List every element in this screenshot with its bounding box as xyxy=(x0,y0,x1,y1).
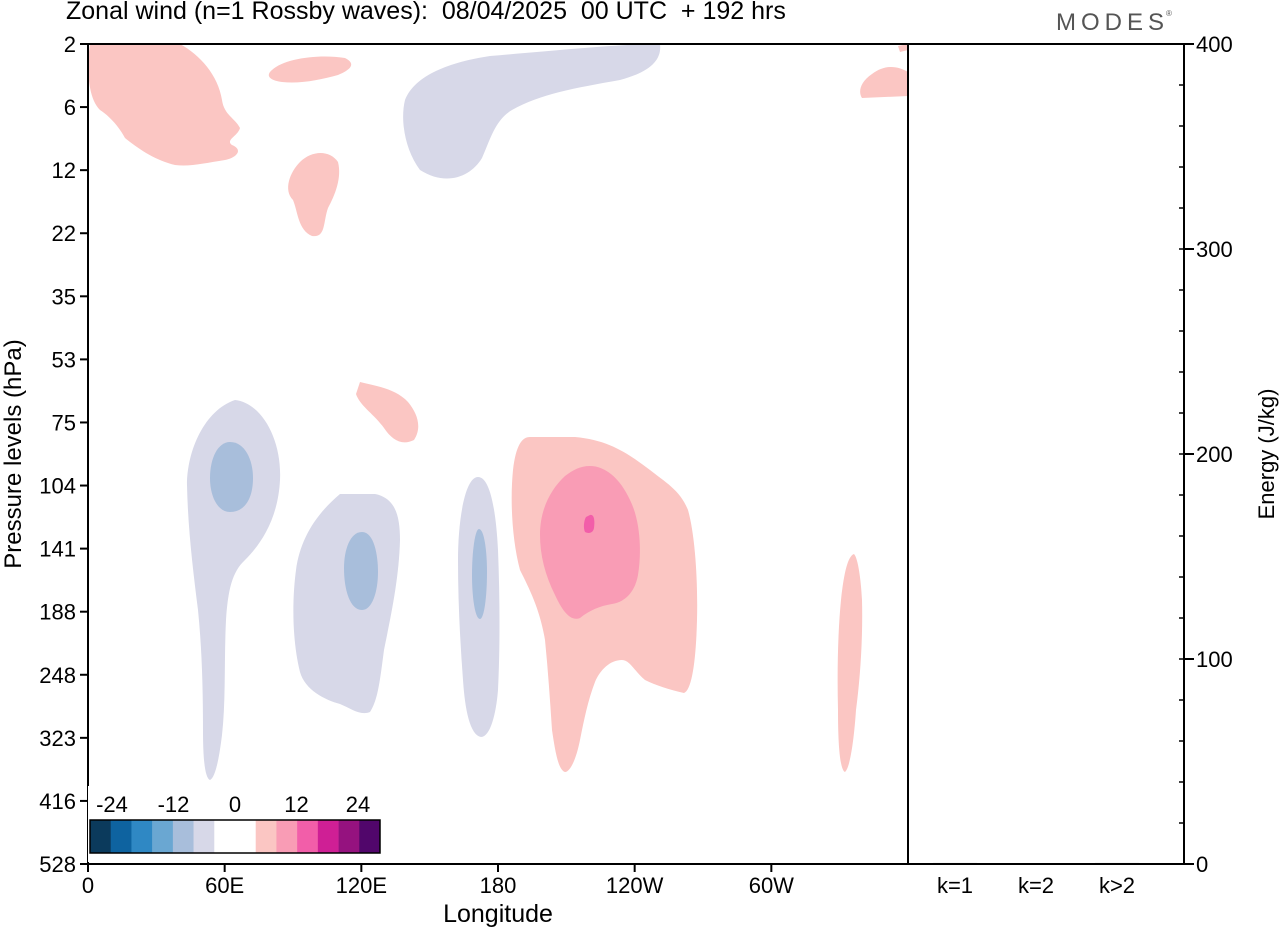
energy-axis-label: Energy (J/kg) xyxy=(1254,389,1279,520)
colorbar-frame xyxy=(89,819,381,854)
energy-bar xyxy=(1095,862,1139,865)
colorbar-swatch xyxy=(193,820,215,853)
contour-negative-stratosphere xyxy=(403,44,661,179)
colorbar-label: 12 xyxy=(284,792,308,817)
y-tick-label: 416 xyxy=(39,789,76,814)
colorbar-swatch xyxy=(338,820,360,853)
y-tick-label: 248 xyxy=(39,663,76,688)
y-tick-label: 35 xyxy=(52,284,76,309)
colorbar-swatch xyxy=(317,820,339,853)
contour-negative-60e-core xyxy=(210,442,253,512)
x-tick-label: 120W xyxy=(606,873,664,898)
colorbar-swatch xyxy=(172,820,194,853)
energy-tick-label: 200 xyxy=(1196,442,1233,467)
contour-negative-120e-core xyxy=(344,532,378,610)
contour-positive-stratosphere-small xyxy=(268,56,352,83)
y-tick-label: 528 xyxy=(39,852,76,877)
contour-positive-150w-core xyxy=(540,466,640,619)
y-tick-label: 6 xyxy=(64,95,76,120)
colorbar-swatch xyxy=(131,820,153,853)
y-tick-label: 12 xyxy=(52,158,76,183)
colorbar-swatch xyxy=(235,820,257,853)
contour-negative-180-core xyxy=(472,529,487,619)
y-axis-label: Pressure levels (hPa) xyxy=(0,339,27,568)
contour-positive-12hpa xyxy=(288,153,340,237)
x-tick-label: 60W xyxy=(749,873,794,898)
energy-tick-label: 100 xyxy=(1196,647,1233,672)
colorbar-swatch xyxy=(110,820,132,853)
energy-bar xyxy=(933,862,977,865)
contour-layer xyxy=(88,44,908,780)
y-tick-label: 2 xyxy=(64,32,76,57)
contour-positive-150w-peak xyxy=(583,514,595,533)
y-tick-label: 188 xyxy=(39,600,76,625)
energy-bar xyxy=(1014,863,1058,865)
colorbar-swatch xyxy=(214,820,236,853)
heatmap-axes: 0 60E 120E 180 120W 60W 2 6 12 22 35 53 75 104 141 188 2… xyxy=(39,32,794,898)
colorbar-swatch xyxy=(359,820,381,853)
energy-axes: 0 100 200 300 400 k=1 k=2 k>2 xyxy=(933,32,1233,898)
x-tick-label: 0 xyxy=(82,873,94,898)
contour-positive-stratosphere-west xyxy=(88,44,240,166)
contour-positive-75hpa xyxy=(356,382,419,443)
energy-panel-frame xyxy=(907,43,1185,865)
y-tick-label: 75 xyxy=(52,410,76,435)
colorbar-label: -24 xyxy=(96,792,128,817)
y-tick-label: 141 xyxy=(39,537,76,562)
colorbar-swatch xyxy=(255,820,277,853)
x-axis-label: Longitude xyxy=(443,900,553,928)
energy-tick-label: 300 xyxy=(1196,237,1233,262)
colorbar-label: 24 xyxy=(346,792,370,817)
y-tick-label: 104 xyxy=(39,474,76,499)
colorbar-label: -12 xyxy=(158,792,190,817)
energy-category-label: k>2 xyxy=(1099,873,1135,898)
colorbar-swatch xyxy=(152,820,174,853)
contour-negative-60e xyxy=(187,400,281,780)
contour-negative-120e xyxy=(293,494,400,714)
colorbar-label: 0 xyxy=(229,792,241,817)
contour-positive-stratosphere-east xyxy=(860,44,908,98)
contour-positive-30w xyxy=(837,554,863,772)
colorbar: -24 -12 0 12 24 xyxy=(88,786,382,862)
x-tick-label: 120E xyxy=(336,873,387,898)
chart-title: Zonal wind (n=1 Rossby waves): 08/04/202… xyxy=(66,0,786,25)
modes-brand-logo: MODES® xyxy=(1056,9,1172,36)
energy-tick-label: 0 xyxy=(1196,852,1208,877)
y-tick-label: 323 xyxy=(39,726,76,751)
colorbar-swatch xyxy=(297,820,319,853)
y-tick-label: 22 xyxy=(52,221,76,246)
x-tick-label: 60E xyxy=(205,873,244,898)
y-tick-label: 53 xyxy=(52,347,76,372)
energy-tick-label: 400 xyxy=(1196,32,1233,57)
x-tick-label: 180 xyxy=(480,873,517,898)
colorbar-swatch xyxy=(90,820,112,853)
energy-category-label: k=2 xyxy=(1018,873,1054,898)
colorbar-swatch xyxy=(276,820,298,853)
energy-category-label: k=1 xyxy=(937,873,973,898)
